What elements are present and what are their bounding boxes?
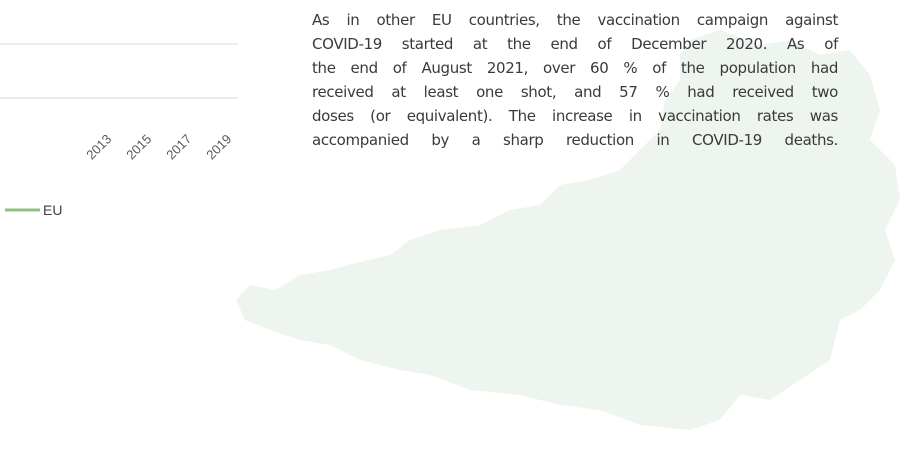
text-line: COVID-19 started at the end of December … <box>312 35 838 53</box>
text-line: accompanied by a sharp reduction in COVI… <box>312 131 838 149</box>
x-tick-label: 2019 <box>203 131 234 162</box>
x-tick-label: 2015 <box>123 131 154 162</box>
text-line: As in other EU countries, the vaccinatio… <box>312 11 838 29</box>
text-line: doses (or equivalent). The increase in v… <box>312 107 838 125</box>
text-line: the end of August 2021, over 60 % of the… <box>312 59 838 77</box>
x-tick-label: 2013 <box>83 131 114 162</box>
x-tick-label: 2017 <box>163 131 194 162</box>
text-line: received at least one shot, and 57 % had… <box>312 83 838 101</box>
paragraph: As in other EU countries, the vaccinatio… <box>312 8 838 152</box>
legend-label: EU <box>43 202 62 218</box>
chart-fragment: 2013 2015 2017 2019 EU <box>0 43 238 218</box>
map-silhouette <box>236 30 900 430</box>
